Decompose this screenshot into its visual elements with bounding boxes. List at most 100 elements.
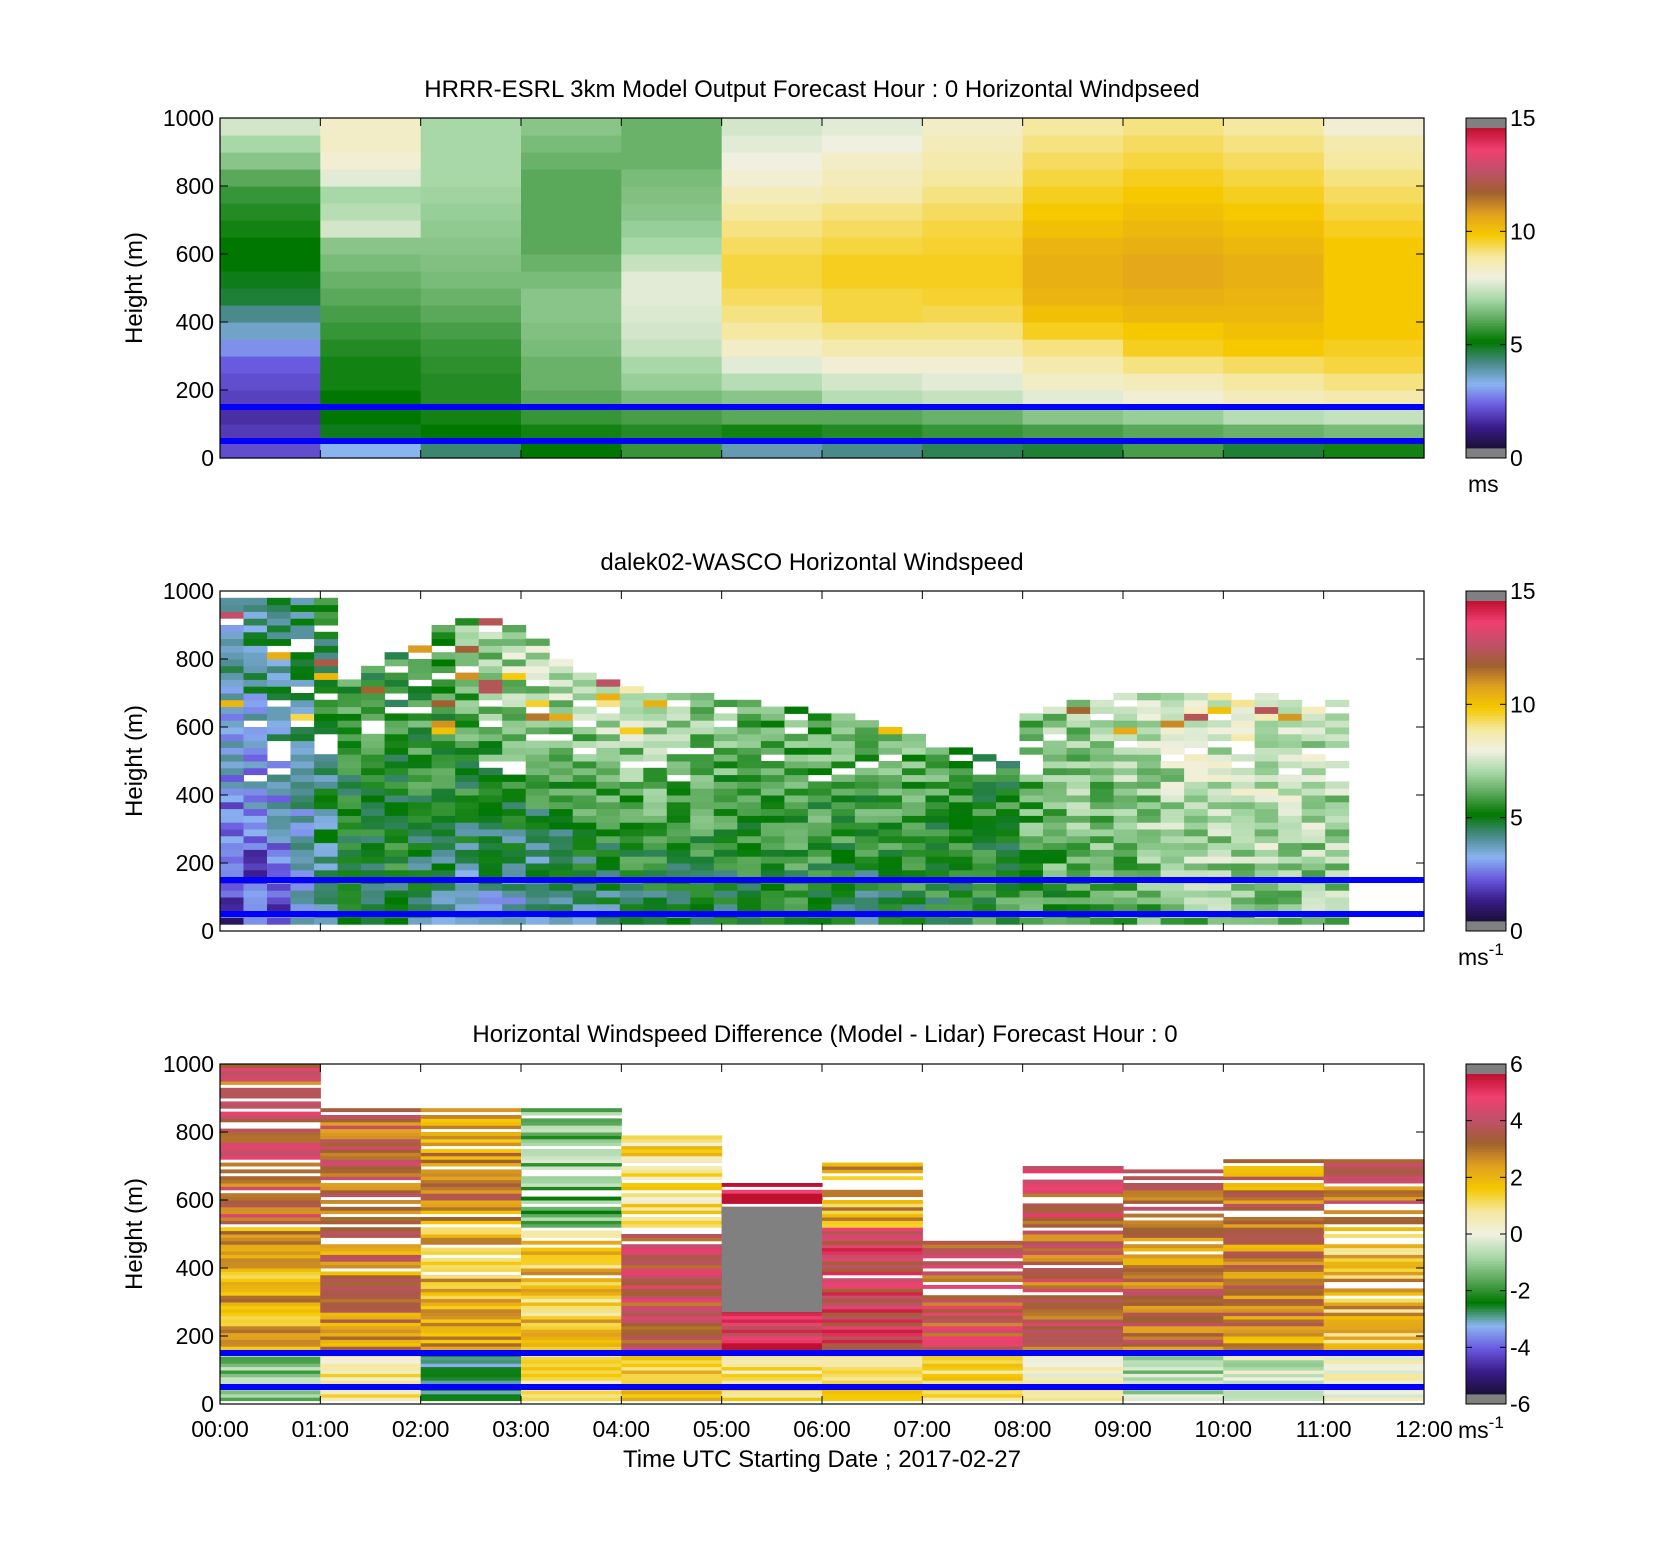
heatmap-cell	[621, 271, 723, 289]
heatmap-cell	[925, 863, 950, 871]
heatmap-cell	[220, 1186, 321, 1191]
heatmap-cell	[949, 767, 973, 776]
colorbar-segment	[1466, 713, 1506, 717]
heatmap-cell	[521, 1302, 622, 1306]
heatmap-cell	[1278, 808, 1303, 816]
heatmap-cell	[721, 1373, 823, 1378]
colorbar-cap	[1466, 1064, 1506, 1074]
heatmap-cell	[220, 1145, 321, 1150]
heatmap-cell	[1223, 1302, 1325, 1306]
heatmap-cell	[621, 1380, 723, 1385]
heatmap-cell	[922, 322, 1024, 340]
heatmap-cell	[690, 822, 715, 830]
heatmap-cell	[384, 740, 409, 748]
heatmap-cell	[1323, 1196, 1425, 1201]
heatmap-cell	[455, 849, 480, 857]
heatmap-cell	[1160, 917, 1185, 925]
heatmap-cell	[1022, 1179, 1124, 1184]
heatmap-cell	[784, 903, 809, 912]
heatmap-cell	[478, 733, 503, 742]
heatmap-cell	[596, 835, 621, 844]
heatmap-cell	[267, 903, 291, 912]
heatmap-cell	[1022, 1359, 1124, 1364]
colorbar-tick-label: 0	[1510, 918, 1523, 944]
heatmap-cell	[220, 1359, 321, 1364]
heatmap-cell	[1090, 788, 1115, 796]
heatmap-cell	[1022, 1244, 1124, 1249]
heatmap-cell	[1066, 720, 1091, 728]
heatmap-cell	[337, 856, 362, 864]
heatmap-cell	[1301, 788, 1326, 796]
heatmap-cell	[1123, 1390, 1224, 1395]
heatmap-cell	[243, 754, 268, 762]
heatmap-cell	[1019, 747, 1044, 755]
heatmap-cell	[737, 781, 762, 789]
heatmap-cell	[455, 740, 480, 748]
heatmap-cell	[831, 903, 856, 912]
heatmap-cell	[737, 747, 762, 755]
heatmap-cell	[455, 645, 480, 653]
heatmap-cell	[878, 863, 903, 871]
heatmap-cell	[1137, 869, 1162, 878]
colorbar-segment	[1466, 368, 1506, 372]
colorbar-segment	[1466, 1154, 1506, 1158]
heatmap-cell	[220, 625, 244, 633]
heatmap-cell	[314, 638, 339, 646]
heatmap-cell	[478, 869, 503, 878]
heatmap-cell	[1301, 727, 1326, 735]
heatmap-cell	[690, 883, 715, 891]
panel-lidar: dalek02-WASCO Horizontal Windspeed 02004…	[121, 549, 1536, 970]
colorbar-segment	[1466, 256, 1506, 260]
heatmap-cell	[1254, 856, 1279, 864]
heatmap-cell	[831, 835, 856, 844]
heatmap-cell	[807, 883, 832, 891]
colorbar-segment	[1466, 1194, 1506, 1198]
heatmap-cell	[760, 801, 785, 810]
heatmap-cell	[337, 781, 362, 789]
heatmap-cell	[1223, 1230, 1325, 1235]
heatmap-cell	[972, 795, 997, 803]
heatmap-cell	[431, 897, 456, 905]
heatmap-cell	[1090, 842, 1115, 850]
heatmap-cell	[1019, 849, 1044, 857]
heatmap-cell	[737, 883, 762, 891]
heatmap-cell	[878, 727, 903, 735]
heatmap-cell	[807, 761, 832, 769]
colorbar-segment	[1466, 277, 1506, 281]
heatmap-cell	[760, 788, 785, 796]
heatmap-cell	[220, 733, 244, 742]
heatmap-cell	[1043, 917, 1067, 925]
heatmap-cell	[854, 890, 879, 898]
heatmap-cell	[1090, 706, 1115, 714]
heatmap-cell	[922, 1332, 1024, 1337]
heatmap-cell	[525, 795, 550, 803]
x-tick-label: 04:00	[593, 1416, 651, 1442]
heatmap-cell	[384, 774, 409, 782]
heatmap-cell	[690, 699, 715, 708]
heatmap-cell	[220, 1373, 321, 1378]
heatmap-cell	[1223, 1251, 1325, 1255]
heatmap-cell	[1325, 829, 1350, 837]
heatmap-cell	[949, 869, 973, 878]
colorbar-segment	[1466, 178, 1506, 182]
heatmap-cell	[1223, 1342, 1325, 1347]
heatmap-cell	[621, 1339, 723, 1344]
heatmap-cell	[290, 849, 315, 857]
heatmap-cell	[220, 638, 244, 646]
heatmap-cell	[822, 1237, 923, 1242]
heatmap-cell	[1019, 713, 1044, 721]
heatmap-cell	[721, 1315, 823, 1320]
heatmap-cell	[549, 713, 574, 721]
heatmap-cell	[1022, 1370, 1124, 1374]
colorbar-segment	[1466, 705, 1506, 709]
heatmap-cell	[1223, 1363, 1325, 1368]
colorbar-segment	[1466, 1367, 1506, 1371]
heatmap-cell	[831, 727, 856, 735]
heatmap-cell	[621, 1271, 723, 1276]
heatmap-cell	[502, 903, 527, 912]
colorbar-segment	[1466, 1335, 1506, 1339]
heatmap-cell	[1323, 135, 1425, 153]
heatmap-cell	[1066, 829, 1091, 837]
heatmap-cell	[1223, 1193, 1325, 1198]
colorbar-segment	[1466, 883, 1506, 887]
